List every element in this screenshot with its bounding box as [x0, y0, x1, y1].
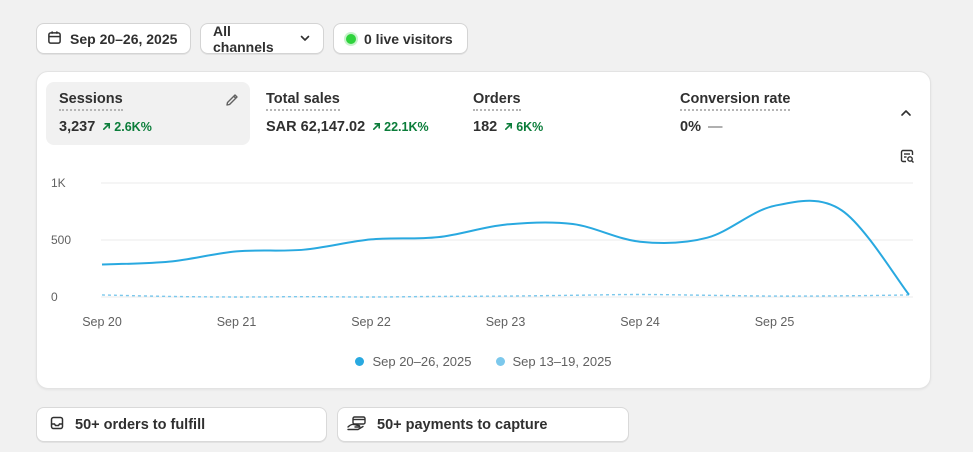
metric-total-sales[interactable]: Total sales SAR 62,147.02 22.1K%: [253, 82, 442, 145]
arrow-up-right-icon: [372, 120, 381, 134]
x-tick-label: Sep 24: [620, 315, 660, 329]
series-line-previous: [101, 293, 910, 298]
arrow-up-right-icon: [504, 120, 513, 134]
metric-delta-value: 6K%: [516, 120, 544, 134]
x-tick-label: Sep 20: [82, 315, 122, 329]
chevron-down-icon: [299, 31, 311, 47]
date-range-label: Sep 20–26, 2025: [70, 30, 178, 47]
channels-dropdown[interactable]: All channels: [200, 22, 324, 55]
metric-title: Total sales: [266, 91, 340, 111]
toolbar: Sep 20–26, 2025 All channels 0 live visi…: [36, 22, 468, 55]
task-cards: 50+ orders to fulfill 50+ payments to ca…: [36, 407, 629, 442]
metric-value: 0%: [680, 119, 701, 135]
metric-delta-value: —: [707, 119, 723, 135]
live-visitors-label: 0 live visitors: [364, 30, 453, 47]
y-tick-label: 0: [51, 290, 58, 304]
series-line-current: [101, 199, 910, 296]
calendar-icon: [47, 30, 62, 48]
legend-item-previous[interactable]: Sep 13–19, 2025: [495, 354, 612, 369]
analytics-card: Sessions 3,237 2.6K% Total sales SAR 62,…: [36, 71, 931, 389]
y-tick-label: 500: [51, 233, 71, 247]
sessions-chart: 1K 500 0 Sep 20 Sep 21 Sep 22 Sep 23 Sep 24 Sep…: [51, 176, 913, 329]
metric-delta-value: 22.1K%: [384, 120, 429, 134]
metric-delta: 2.6K%: [102, 120, 152, 134]
metric-orders[interactable]: Orders 182 6K%: [460, 82, 556, 145]
legend-dot-icon: [495, 357, 505, 366]
pencil-icon[interactable]: [224, 92, 240, 113]
chevron-up-icon[interactable]: [899, 106, 913, 125]
x-tick-label: Sep 21: [217, 315, 257, 329]
orders-to-fulfill-button[interactable]: 50+ orders to fulfill: [36, 407, 327, 442]
payments-to-capture-label: 50+ payments to capture: [377, 416, 548, 433]
live-dot-icon: [346, 33, 356, 44]
date-range-picker[interactable]: Sep 20–26, 2025: [36, 23, 191, 54]
legend-label: Sep 13–19, 2025: [512, 354, 612, 369]
legend-item-current[interactable]: Sep 20–26, 2025: [355, 354, 472, 369]
inbox-icon: [49, 415, 65, 435]
x-tick-label: Sep 25: [755, 315, 795, 329]
y-tick-label: 1K: [51, 176, 66, 190]
legend-dot-icon: [355, 357, 365, 366]
channels-label: All channels: [213, 22, 274, 55]
metric-value: 182: [473, 119, 498, 135]
payments-to-capture-button[interactable]: 50+ payments to capture: [337, 407, 629, 442]
live-visitors-button[interactable]: 0 live visitors: [333, 23, 468, 54]
metric-delta: 22.1K%: [372, 120, 429, 134]
x-tick-label: Sep 23: [486, 315, 526, 329]
metric-delta: 6K%: [504, 120, 543, 134]
explore-report-icon[interactable]: [899, 148, 915, 169]
metric-value: 3,237: [59, 119, 96, 135]
legend-label: Sep 20–26, 2025: [372, 354, 472, 369]
metric-conversion-rate[interactable]: Conversion rate 0% —: [667, 82, 803, 145]
chart-legend: Sep 20–26, 2025 Sep 13–19, 2025: [37, 354, 930, 369]
metric-value: SAR 62,147.02: [266, 119, 366, 135]
metric-sessions[interactable]: Sessions 3,237 2.6K%: [46, 82, 250, 145]
metric-title: Sessions: [59, 91, 123, 111]
metric-delta-value: 2.6K%: [114, 120, 152, 134]
metric-title: Orders: [473, 91, 521, 111]
x-tick-label: Sep 22: [351, 315, 391, 329]
arrow-up-right-icon: [102, 120, 111, 134]
orders-to-fulfill-label: 50+ orders to fulfill: [75, 416, 206, 433]
metric-title: Conversion rate: [680, 91, 791, 111]
hand-payment-icon: [347, 415, 367, 435]
